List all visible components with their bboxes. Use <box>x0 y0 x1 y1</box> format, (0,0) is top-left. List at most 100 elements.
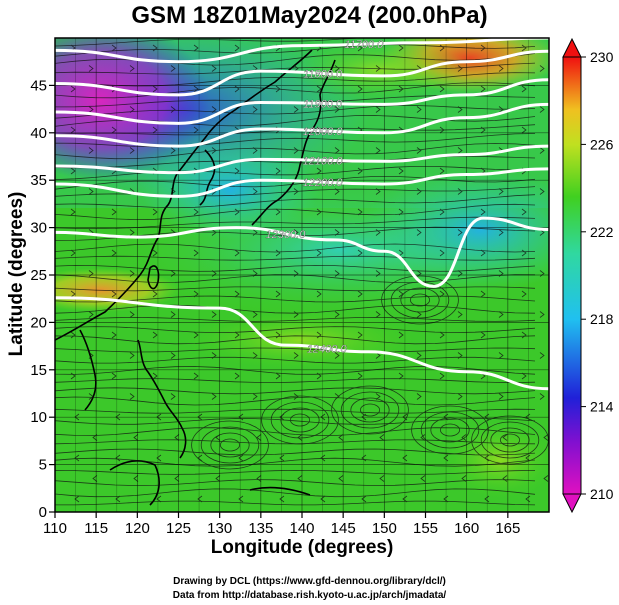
wind-arrowhead <box>357 372 363 380</box>
y-tick-label: 5 <box>39 457 47 474</box>
x-tick-label: 110 <box>43 520 67 537</box>
wind-arrowhead <box>252 393 258 400</box>
wind-arrowhead <box>129 229 135 236</box>
wind-arrowhead <box>174 475 180 482</box>
wind-arrowhead <box>539 106 545 113</box>
wind-arrowhead <box>111 249 117 257</box>
wind-arrowhead <box>252 188 258 195</box>
wind-arrowhead <box>70 208 76 216</box>
x-tick-label: 130 <box>207 520 232 537</box>
wind-arrowhead <box>398 331 404 339</box>
wind-arrowhead <box>480 249 486 257</box>
wind-arrowhead <box>357 167 363 175</box>
wind-arrowhead <box>88 188 94 195</box>
wind-arrowhead <box>398 372 404 380</box>
wind-arrowhead <box>416 147 422 154</box>
wind-arrowhead <box>215 475 221 482</box>
wind-arrowhead <box>152 372 158 380</box>
wind-arrowhead <box>402 454 408 462</box>
wind-arrowhead <box>457 65 463 72</box>
wind-arrowhead <box>115 495 121 503</box>
wind-arrowhead <box>234 372 240 380</box>
colorbar-tick-label: 222 <box>590 224 614 240</box>
wind-arrowhead <box>88 65 94 72</box>
wind-arrowhead <box>256 475 262 482</box>
colorbar-tick-label: 230 <box>590 49 614 65</box>
wind-arrowhead <box>129 311 135 318</box>
streamline <box>55 105 536 119</box>
streamline <box>55 366 536 375</box>
wind-arrowhead <box>88 352 94 359</box>
wind-arrowhead <box>70 167 76 175</box>
wind-arrowhead <box>498 393 504 400</box>
x-tick-label: 150 <box>372 520 397 537</box>
streamline <box>55 216 536 230</box>
wind-arrowhead <box>170 188 176 195</box>
wind-arrowhead <box>234 249 240 257</box>
y-tick-label: 35 <box>30 172 47 189</box>
wind-arrowhead <box>375 106 381 113</box>
y-tick-label: 15 <box>30 362 47 379</box>
wind-arrowhead <box>70 126 76 134</box>
wind-arrowhead <box>480 208 486 216</box>
wind-arrowhead <box>539 188 545 195</box>
wind-arrowhead <box>133 475 139 482</box>
wind-arrowhead <box>357 44 363 52</box>
wind-arrowhead <box>275 85 281 93</box>
streamline <box>55 488 536 498</box>
wind-arrowhead <box>152 126 158 134</box>
wind-arrowhead <box>334 188 340 195</box>
height-contours: 11700.0 11800.0 11900.0 12000.0 12100.0 12200… <box>55 38 549 391</box>
credit-data: Data from http://database.rish.kyoto-u.a… <box>172 590 447 601</box>
wind-arrowhead <box>275 208 281 216</box>
wind-arrowhead <box>357 249 363 257</box>
streamline <box>55 44 536 57</box>
wind-arrowhead <box>193 372 199 380</box>
wind-arrowhead <box>193 208 199 216</box>
wind-arrowhead <box>416 352 422 359</box>
wind-arrowhead <box>539 147 545 154</box>
wind-arrowhead <box>193 85 199 93</box>
streamline <box>55 408 536 414</box>
streamline-swirl <box>280 407 320 433</box>
streamline-swirl <box>439 423 460 437</box>
wind-arrowhead <box>193 44 199 52</box>
streamline-swirl <box>480 421 540 459</box>
wind-arrowhead <box>129 270 135 277</box>
x-tick-label: 120 <box>125 520 150 537</box>
streamline-swirl <box>420 411 480 449</box>
contour-label: 11900.0 <box>303 98 343 110</box>
streamline-swirl <box>499 433 520 447</box>
wind-arrowhead <box>238 454 244 462</box>
wind-streamlines <box>55 38 549 506</box>
wind-arrowhead <box>170 311 176 318</box>
wind-arrowhead <box>334 352 340 359</box>
wind-arrowhead <box>129 106 135 113</box>
wind-arrowhead <box>279 454 285 462</box>
wind-arrowhead <box>234 85 240 93</box>
wind-arrowhead <box>361 495 367 503</box>
wind-arrowhead <box>297 434 303 441</box>
wind-arrowhead <box>152 249 158 257</box>
wind-arrowhead <box>334 311 340 318</box>
coast-philippines <box>137 339 187 459</box>
wind-arrowhead <box>211 270 217 277</box>
wind-arrowhead <box>92 475 98 482</box>
streamline-swirl <box>200 426 260 464</box>
wind-arrowhead <box>439 372 445 380</box>
wind-arrowhead <box>480 331 486 339</box>
wind-arrowhead <box>211 229 217 236</box>
streamline <box>55 347 536 353</box>
y-tick-label: 40 <box>30 125 47 142</box>
wind-arrowhead <box>234 331 240 339</box>
wind-arrowhead <box>457 352 463 359</box>
x-axis-label: Longitude (degrees) <box>210 537 394 558</box>
streamline-swirl <box>261 395 339 445</box>
wind-arrowhead <box>275 290 281 298</box>
streamline <box>55 194 536 209</box>
colorbar-tick-label: 226 <box>590 136 614 152</box>
wind-arrowhead <box>234 208 240 216</box>
wind-arrowhead <box>443 495 449 503</box>
wind-arrowhead <box>357 85 363 93</box>
wind-arrowhead <box>420 475 426 482</box>
